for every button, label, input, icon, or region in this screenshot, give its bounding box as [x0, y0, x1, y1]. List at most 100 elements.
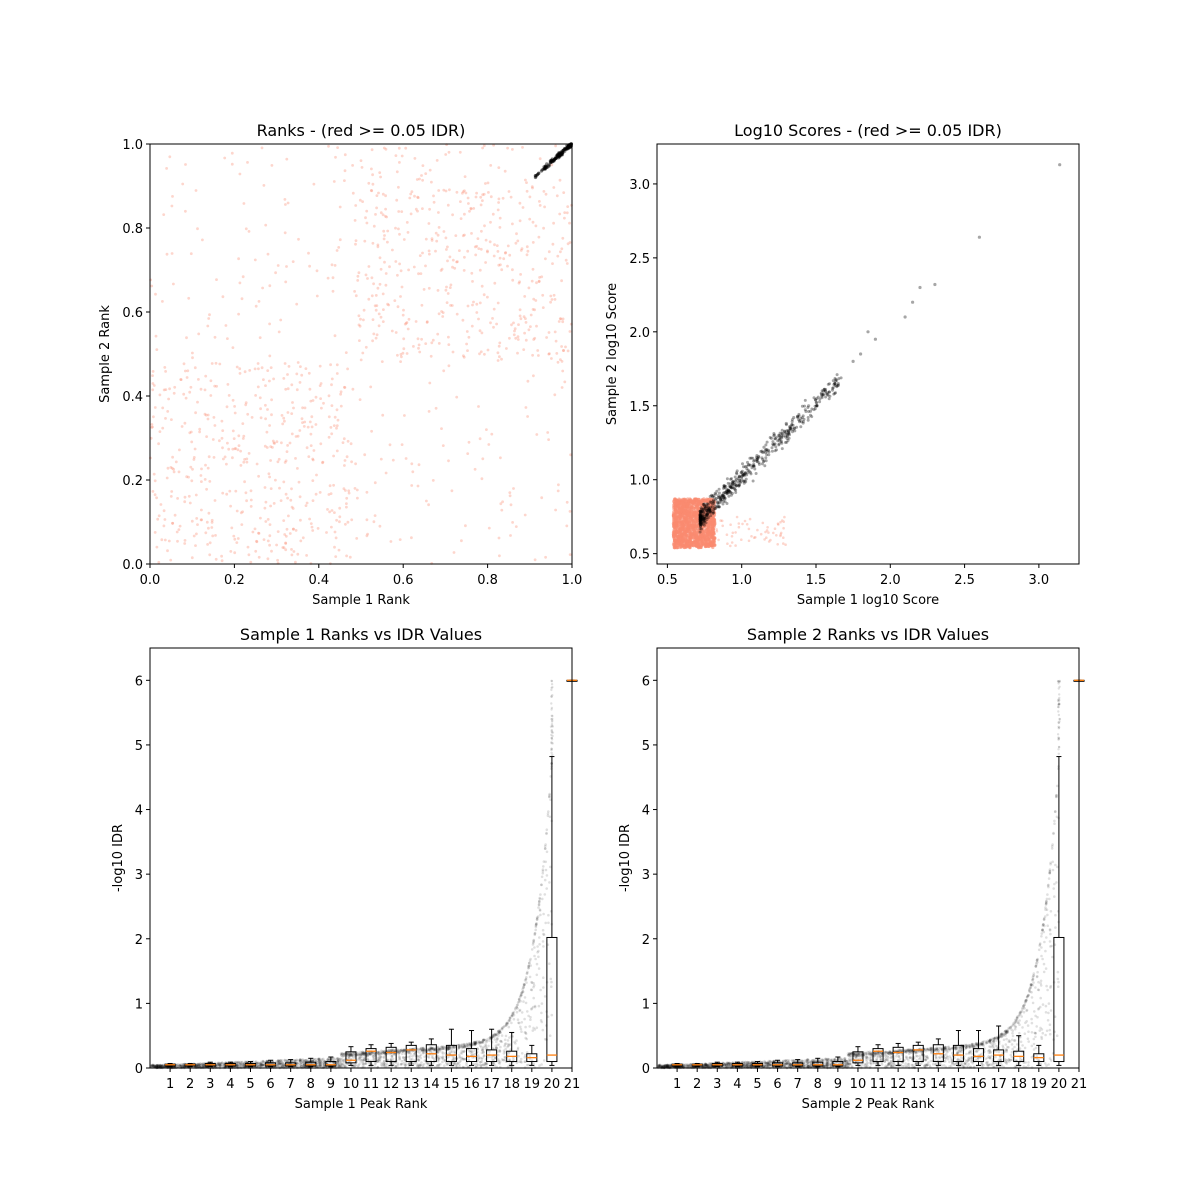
score-pass-point: [777, 433, 781, 437]
rank-fail-point: [517, 281, 521, 285]
sample1-idr-idr-point: [401, 1056, 405, 1059]
score-fail-point: [726, 542, 729, 545]
rank-fail-point: [381, 320, 385, 323]
sample1-idr-idr-point: [545, 887, 548, 890]
rank-fail-point: [242, 202, 246, 205]
score-fail-point: [729, 544, 732, 548]
rank-fail-point: [561, 320, 565, 324]
rank-fail-point: [446, 203, 450, 207]
rank-fail-point: [200, 467, 203, 471]
rank-fail-point: [504, 251, 507, 254]
rank-fail-point: [515, 232, 518, 236]
rank-fail-point: [268, 523, 272, 526]
rank-pass-point: [549, 160, 553, 164]
rank-fail-point: [466, 349, 469, 352]
rank-fail-point: [290, 505, 294, 509]
sample1-idr-idr-point: [510, 1021, 513, 1025]
rank-fail-point: [486, 295, 489, 299]
rank-fail-point: [499, 502, 503, 506]
score-fail-point: [713, 525, 716, 529]
rank-fail-point: [465, 330, 469, 333]
score-pass-point: [771, 442, 775, 446]
rank-fail-point: [311, 458, 315, 462]
rank-fail-point: [508, 336, 511, 340]
rank-pass-point: [543, 165, 547, 169]
sample1-idr-idr-point: [358, 1062, 361, 1066]
rank-fail-point: [169, 558, 173, 562]
rank-fail-point: [310, 425, 314, 429]
score-pass-point: [780, 432, 784, 436]
rank-fail-point: [440, 267, 444, 271]
rank-fail-point: [381, 292, 385, 296]
rank-fail-point: [200, 518, 204, 522]
rank-pass-point: [552, 158, 556, 162]
score-pass-point: [827, 390, 831, 394]
rank-pass-point: [542, 167, 546, 171]
score-pass-point: [793, 426, 797, 430]
score-pass-point: [755, 460, 759, 464]
rank-fail-point: [310, 415, 314, 419]
scores-ylabel: Sample 2 log10 Score: [605, 283, 620, 425]
rank-fail-point: [431, 338, 435, 342]
rank-fail-point: [338, 520, 341, 524]
rank-fail-point: [291, 260, 295, 263]
rank-fail-point: [185, 336, 188, 340]
rank-fail-point: [269, 366, 273, 369]
rank-fail-point: [183, 539, 187, 542]
rank-fail-point: [379, 175, 382, 179]
rank-fail-point: [362, 318, 365, 322]
rank-pass-point: [553, 157, 557, 162]
rank-fail-point: [338, 205, 342, 209]
rank-fail-point: [193, 447, 197, 451]
rank-fail-point: [337, 548, 341, 552]
rank-fail-point: [382, 146, 386, 150]
rank-fail-point: [335, 363, 339, 367]
rank-fail-point: [170, 490, 174, 493]
sample1-idr-idr-point: [538, 936, 541, 939]
rank-fail-point: [383, 234, 386, 237]
rank-fail-point: [162, 213, 166, 217]
rank-fail-point: [249, 498, 253, 502]
rank-fail-point: [291, 507, 295, 510]
sample1-idr-idr-point: [529, 988, 533, 991]
sample1-idr-idr-point: [411, 1062, 415, 1066]
rank-pass-point: [543, 164, 547, 169]
sample1-idr-idr-point: [467, 1058, 471, 1062]
rank-fail-point: [206, 543, 210, 546]
rank-fail-point: [431, 479, 435, 482]
rank-fail-point: [491, 212, 495, 216]
rank-fail-point: [394, 226, 397, 230]
rank-fail-point: [276, 530, 280, 533]
rank-fail-point: [378, 282, 382, 286]
rank-fail-point: [330, 377, 334, 381]
rank-fail-point: [397, 185, 400, 189]
rank-fail-point: [163, 538, 167, 542]
rank-fail-point: [257, 300, 261, 303]
rank-fail-point: [360, 166, 364, 169]
rank-fail-point: [460, 539, 463, 543]
score-fail-point: [687, 545, 692, 549]
rank-pass-point: [558, 151, 562, 155]
rank-fail-point: [173, 513, 177, 517]
score-pass-point: [754, 472, 758, 475]
rank-fail-point: [157, 442, 161, 446]
rank-fail-point: [538, 157, 542, 161]
rank-pass-point: [554, 156, 558, 160]
rank-fail-point: [318, 364, 322, 368]
rank-fail-point: [535, 433, 539, 436]
rank-fail-point: [235, 365, 239, 369]
rank-fail-point: [556, 489, 560, 493]
score-fail-point: [772, 531, 775, 535]
rank-fail-point: [451, 258, 455, 262]
rank-fail-point: [345, 505, 348, 509]
rank-fail-point: [172, 467, 176, 471]
rank-fail-point: [309, 444, 313, 447]
rank-fail-point: [331, 276, 335, 280]
rank-fail-point: [407, 317, 411, 321]
score-fail-point: [688, 514, 692, 518]
rank-fail-point: [547, 438, 550, 441]
rank-fail-point: [283, 533, 287, 536]
rank-fail-point: [196, 523, 199, 526]
rank-pass-point: [564, 147, 568, 151]
score-pass-point: [760, 462, 764, 466]
